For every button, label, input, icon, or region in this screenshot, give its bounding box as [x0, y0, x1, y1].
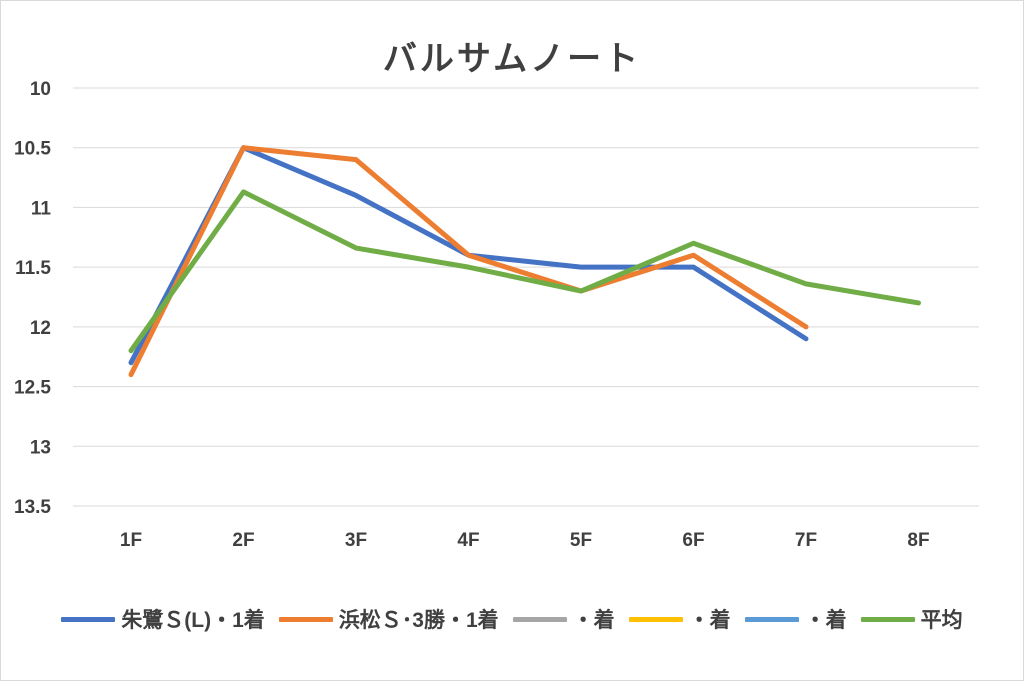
legend-swatch — [512, 616, 567, 622]
x-tick-label: 8F — [907, 530, 929, 551]
gridlines — [73, 87, 979, 507]
x-tick-label: 4F — [457, 530, 479, 551]
legend-label: 朱鷺Ｓ(L)・1着 — [121, 609, 265, 632]
legend-label: 浜松Ｓ･3勝・1着 — [338, 609, 499, 632]
x-tick-label: 6F — [682, 530, 704, 551]
legend-item-1: 浜松Ｓ･3勝・1着 — [278, 604, 499, 634]
x-tick-label: 2F — [232, 530, 254, 551]
legend-swatch — [61, 616, 116, 622]
legend-item-0: 朱鷺Ｓ(L)・1着 — [61, 604, 265, 634]
y-tick-label: 11.5 — [15, 258, 51, 279]
legend-label: 平均 — [920, 609, 963, 632]
legend: 朱鷺Ｓ(L)・1着 浜松Ｓ･3勝・1着 ・着 ・着 ・着 平均 — [1, 604, 1023, 634]
x-axis-tick-labels: 1F 2F 3F 4F 5F 6F 7F 8F — [120, 530, 930, 551]
series-lines — [128, 145, 921, 378]
legend-swatch — [860, 616, 915, 622]
y-tick-label: 10 — [30, 79, 51, 100]
legend-item-2: ・着 — [512, 604, 615, 634]
legend-item-3: ・着 — [628, 604, 731, 634]
legend-item-5: 平均 — [860, 604, 963, 634]
legend-swatch — [278, 616, 333, 622]
legend-swatch — [744, 616, 799, 622]
series-line-1 — [128, 145, 809, 378]
x-tick-label: 1F — [120, 530, 142, 551]
x-tick-label: 7F — [795, 530, 817, 551]
y-tick-label: 11 — [31, 198, 52, 219]
series-line-5 — [128, 189, 921, 354]
y-tick-label: 12.5 — [14, 378, 51, 399]
legend-label: ・着 — [688, 609, 731, 632]
legend-swatch — [628, 616, 683, 622]
legend-label: ・着 — [804, 609, 847, 632]
legend-label: ・着 — [572, 609, 615, 632]
x-tick-label: 3F — [345, 530, 367, 551]
chart-title: バルサムノート — [382, 40, 642, 78]
y-axis-tick-labels: 10 10.5 11 11.5 12 12.5 13 13.5 — [14, 79, 51, 518]
x-tick-label: 5F — [570, 530, 592, 551]
y-tick-label: 13 — [30, 437, 51, 458]
y-tick-label: 10.5 — [14, 139, 51, 160]
y-tick-label: 13.5 — [14, 497, 51, 518]
y-tick-label: 12 — [30, 318, 51, 339]
legend-item-4: ・着 — [744, 604, 847, 634]
